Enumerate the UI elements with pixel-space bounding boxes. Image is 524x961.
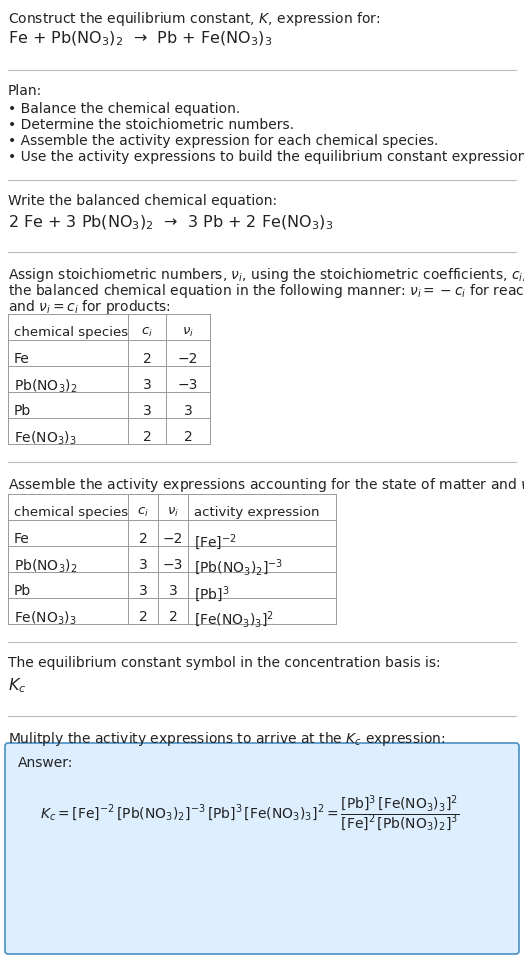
Text: −3: −3	[163, 558, 183, 572]
Text: 2 Fe + 3 Pb(NO$_3$)$_2$  →  3 Pb + 2 Fe(NO$_3$)$_3$: 2 Fe + 3 Pb(NO$_3$)$_2$ → 3 Pb + 2 Fe(NO…	[8, 214, 333, 233]
Text: 3: 3	[183, 404, 192, 418]
Text: Plan:: Plan:	[8, 84, 42, 98]
Text: activity expression: activity expression	[194, 506, 320, 519]
Text: Answer:: Answer:	[18, 756, 73, 770]
FancyBboxPatch shape	[5, 743, 519, 954]
Text: Assign stoichiometric numbers, $\nu_i$, using the stoichiometric coefficients, $: Assign stoichiometric numbers, $\nu_i$, …	[8, 266, 524, 284]
Text: $K_c = [\mathrm{Fe}]^{-2}\,[\mathrm{Pb(NO_3)_2}]^{-3}\,[\mathrm{Pb}]^3\,[\mathrm: $K_c = [\mathrm{Fe}]^{-2}\,[\mathrm{Pb(N…	[40, 794, 459, 834]
Text: 2: 2	[183, 430, 192, 444]
Text: [Fe]$^{-2}$: [Fe]$^{-2}$	[194, 532, 237, 552]
Text: 3: 3	[143, 404, 151, 418]
Text: [Pb(NO$_3$)$_2$]$^{-3}$: [Pb(NO$_3$)$_2$]$^{-3}$	[194, 558, 283, 579]
Text: 3: 3	[139, 558, 147, 572]
Text: • Assemble the activity expression for each chemical species.: • Assemble the activity expression for e…	[8, 134, 439, 148]
Text: the balanced chemical equation in the following manner: $\nu_i = -c_i$ for react: the balanced chemical equation in the fo…	[8, 282, 524, 300]
Text: • Balance the chemical equation.: • Balance the chemical equation.	[8, 102, 240, 116]
Text: 2: 2	[169, 610, 178, 624]
Text: [Pb]$^3$: [Pb]$^3$	[194, 584, 230, 604]
Text: −2: −2	[178, 352, 198, 366]
Text: Fe: Fe	[14, 532, 30, 546]
Text: $\nu_i$: $\nu_i$	[167, 506, 179, 519]
Text: Mulitply the activity expressions to arrive at the $K_c$ expression:: Mulitply the activity expressions to arr…	[8, 730, 445, 748]
Text: $\nu_i$: $\nu_i$	[182, 326, 194, 339]
Text: 3: 3	[143, 378, 151, 392]
Text: −3: −3	[178, 378, 198, 392]
Text: chemical species: chemical species	[14, 326, 128, 339]
Text: [Fe(NO$_3$)$_3$]$^2$: [Fe(NO$_3$)$_3$]$^2$	[194, 610, 274, 630]
Text: Fe + Pb(NO$_3$)$_2$  →  Pb + Fe(NO$_3$)$_3$: Fe + Pb(NO$_3$)$_2$ → Pb + Fe(NO$_3$)$_3…	[8, 30, 272, 48]
Text: Pb: Pb	[14, 404, 31, 418]
Text: Fe: Fe	[14, 352, 30, 366]
Text: $K_c$: $K_c$	[8, 676, 26, 695]
Text: 3: 3	[169, 584, 178, 598]
Text: • Determine the stoichiometric numbers.: • Determine the stoichiometric numbers.	[8, 118, 294, 132]
Text: 2: 2	[139, 532, 147, 546]
Text: • Use the activity expressions to build the equilibrium constant expression.: • Use the activity expressions to build …	[8, 150, 524, 164]
Text: Assemble the activity expressions accounting for the state of matter and $\nu_i$: Assemble the activity expressions accoun…	[8, 476, 524, 494]
Text: Fe(NO$_3$)$_3$: Fe(NO$_3$)$_3$	[14, 610, 77, 628]
Text: 2: 2	[139, 610, 147, 624]
Text: Construct the equilibrium constant, $K$, expression for:: Construct the equilibrium constant, $K$,…	[8, 10, 380, 28]
Text: Pb(NO$_3$)$_2$: Pb(NO$_3$)$_2$	[14, 378, 78, 395]
Text: The equilibrium constant symbol in the concentration basis is:: The equilibrium constant symbol in the c…	[8, 656, 441, 670]
Text: $c_i$: $c_i$	[137, 506, 149, 519]
Text: 2: 2	[143, 430, 151, 444]
Text: 3: 3	[139, 584, 147, 598]
Text: −2: −2	[163, 532, 183, 546]
Text: chemical species: chemical species	[14, 506, 128, 519]
Text: Pb: Pb	[14, 584, 31, 598]
Text: and $\nu_i = c_i$ for products:: and $\nu_i = c_i$ for products:	[8, 298, 171, 316]
Text: Pb(NO$_3$)$_2$: Pb(NO$_3$)$_2$	[14, 558, 78, 576]
Text: 2: 2	[143, 352, 151, 366]
Text: $c_i$: $c_i$	[141, 326, 153, 339]
Text: Write the balanced chemical equation:: Write the balanced chemical equation:	[8, 194, 277, 208]
Text: Fe(NO$_3$)$_3$: Fe(NO$_3$)$_3$	[14, 430, 77, 448]
